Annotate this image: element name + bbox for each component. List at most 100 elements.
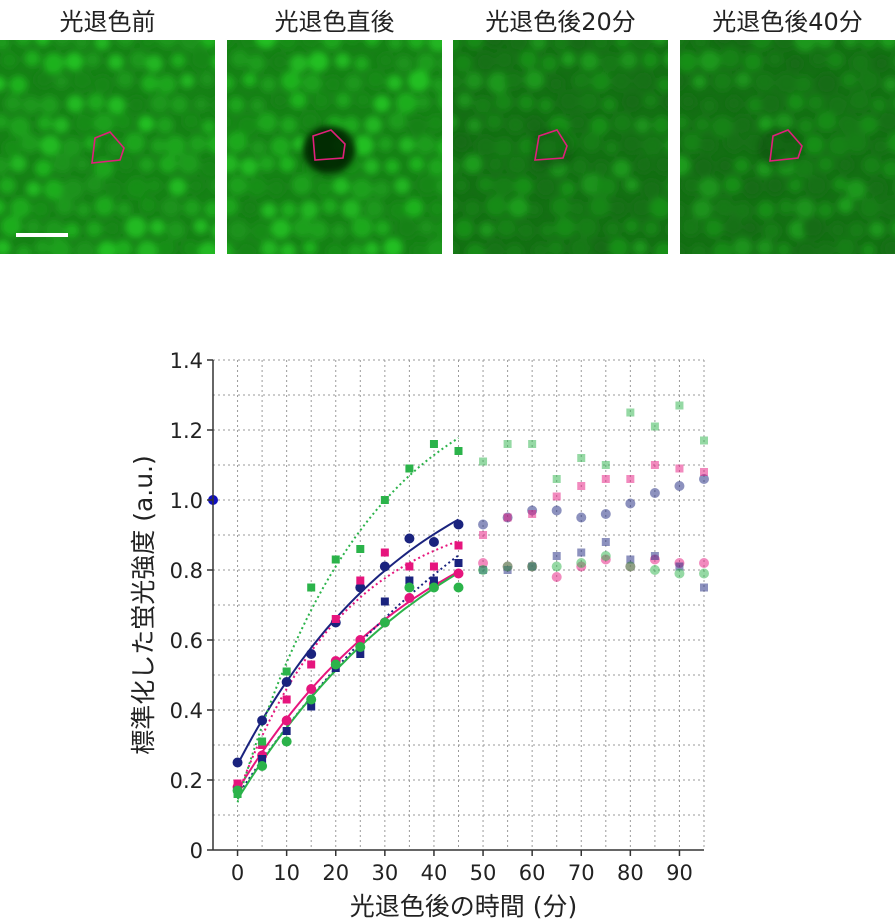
data-point-s1 bbox=[626, 475, 635, 483]
data-point-s5 bbox=[528, 440, 537, 448]
axes: 0 0.2 0.4 0.6 0.8 1.0 1.2 1.4 0 10 20 30 40 50 60 70 80 9… bbox=[170, 349, 704, 885]
data-point-s3 bbox=[577, 548, 586, 557]
data-point-s3 bbox=[626, 555, 635, 564]
grid-lines bbox=[213, 359, 705, 850]
data-point-s0 bbox=[355, 582, 366, 593]
data-point-s0 bbox=[478, 519, 489, 530]
data-point-s1 bbox=[577, 482, 586, 490]
data-point-s5 bbox=[258, 737, 267, 746]
data-point-s5 bbox=[503, 440, 512, 448]
data-point-s0 bbox=[404, 533, 415, 544]
data-point-s0 bbox=[649, 488, 660, 498]
data-point-s5 bbox=[479, 457, 488, 466]
data-point-s5 bbox=[331, 555, 340, 564]
data-point-s3 bbox=[307, 702, 316, 711]
data-point-s5 bbox=[552, 475, 561, 483]
data-point-s0 bbox=[379, 561, 390, 572]
data-point-s2 bbox=[478, 558, 489, 568]
data-point-s4 bbox=[379, 617, 390, 628]
data-point-s2 bbox=[404, 593, 415, 603]
x-tick-label: 10 bbox=[273, 861, 300, 885]
frap-recovery-chart: 0 0.2 0.4 0.6 0.8 1.0 1.2 1.4 0 10 20 30 40 50 60 70 80 9… bbox=[129, 349, 709, 921]
micro-image-1 bbox=[0, 40, 215, 254]
data-point-s0 bbox=[428, 537, 439, 547]
fit-curve-5 bbox=[236, 437, 460, 803]
panel-title-4: 光退色後40分 bbox=[712, 8, 863, 36]
x-tick-label: 70 bbox=[568, 861, 595, 885]
fit-curve-0 bbox=[236, 518, 459, 765]
data-point-s3 bbox=[429, 576, 438, 585]
data-point-s1 bbox=[479, 531, 488, 539]
data-point-s3 bbox=[405, 576, 414, 585]
y-tick-label: 0.8 bbox=[170, 559, 203, 583]
data-point-s5 bbox=[577, 454, 586, 462]
data-point-s5 bbox=[700, 436, 708, 445]
y-tick-label: 0.2 bbox=[170, 769, 203, 793]
data-point-s5 bbox=[675, 401, 684, 410]
roi-outline bbox=[769, 129, 803, 162]
data-point-s1 bbox=[700, 468, 708, 476]
data-point-s1 bbox=[503, 513, 512, 522]
data-point-s0 bbox=[674, 481, 685, 491]
x-tick-label: 20 bbox=[322, 861, 349, 885]
fit-curve-2 bbox=[236, 570, 459, 791]
x-tick-label: 0 bbox=[231, 861, 244, 885]
micro-canvas bbox=[680, 40, 895, 254]
data-point-s4 bbox=[649, 565, 660, 575]
data-point-s3 bbox=[454, 559, 463, 567]
data-point-s5 bbox=[307, 583, 316, 592]
data-point-s5 bbox=[233, 790, 242, 798]
fit-curve-4 bbox=[236, 572, 460, 800]
data-point-s3 bbox=[258, 755, 267, 763]
micro-image-3 bbox=[453, 40, 668, 254]
y-tick-label: 1.4 bbox=[170, 349, 203, 373]
data-point-s4 bbox=[281, 736, 292, 747]
x-tick-label: 50 bbox=[470, 861, 497, 885]
data-point-s0 bbox=[306, 649, 317, 659]
data-point-s2 bbox=[699, 558, 709, 568]
data-point-s4 bbox=[404, 582, 415, 593]
data-point-s2 bbox=[355, 635, 366, 645]
data-points bbox=[208, 401, 709, 798]
micro-canvas bbox=[227, 40, 442, 254]
data-point-s3 bbox=[675, 562, 684, 571]
x-tick-label: 40 bbox=[421, 861, 448, 885]
data-point-s1 bbox=[380, 548, 389, 557]
data-point-s4 bbox=[306, 694, 317, 705]
data-point-s4 bbox=[453, 582, 464, 593]
fit-curve-1 bbox=[236, 540, 459, 796]
data-point-s5 bbox=[626, 408, 635, 417]
data-point-s0 bbox=[699, 474, 709, 484]
y-axis-label: 標準化した蛍光強度 (a.u.) bbox=[129, 455, 158, 755]
data-point-s5 bbox=[356, 545, 365, 553]
data-point-s1 bbox=[601, 475, 610, 483]
data-point-s5 bbox=[380, 496, 389, 504]
data-point-s5 bbox=[601, 461, 610, 469]
x-tick-label: 60 bbox=[519, 861, 546, 885]
roi-outline bbox=[534, 129, 568, 161]
data-point-s5 bbox=[429, 440, 438, 448]
data-point-s0 bbox=[232, 757, 243, 768]
data-point-s1 bbox=[552, 492, 561, 501]
data-point-s2 bbox=[551, 572, 562, 582]
data-point-s1 bbox=[675, 464, 684, 473]
data-point-s3 bbox=[380, 597, 389, 606]
roi-outline bbox=[91, 131, 125, 164]
data-point-s5 bbox=[405, 464, 414, 473]
micro-canvas bbox=[0, 40, 215, 254]
data-point-s4 bbox=[330, 659, 341, 670]
fit-curves bbox=[236, 437, 460, 803]
data-point-s1 bbox=[650, 461, 659, 469]
y-tick-label: 1.0 bbox=[170, 489, 203, 513]
data-point-s2 bbox=[306, 684, 317, 694]
data-point-s0 bbox=[551, 505, 562, 516]
data-point-s1 bbox=[282, 695, 291, 704]
micro-image-2 bbox=[227, 40, 442, 254]
data-point-s3 bbox=[282, 727, 291, 735]
data-point-s4 bbox=[674, 568, 685, 579]
data-point-s4 bbox=[355, 642, 366, 652]
data-point-s3 bbox=[356, 650, 365, 658]
y-tick-label: 0 bbox=[190, 839, 203, 863]
data-point-s3 bbox=[700, 583, 708, 592]
data-point-s4 bbox=[551, 561, 562, 572]
